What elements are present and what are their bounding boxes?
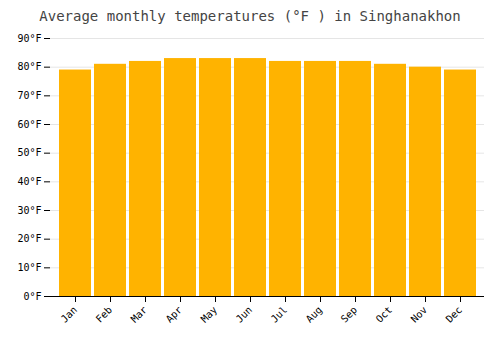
svg-text:May: May xyxy=(199,304,220,325)
svg-text:Nov: Nov xyxy=(409,304,430,325)
svg-text:Aug: Aug xyxy=(304,304,325,325)
svg-text:80°F: 80°F xyxy=(17,61,41,72)
svg-text:30°F: 30°F xyxy=(17,205,41,216)
svg-text:Dec: Dec xyxy=(444,304,465,325)
html-text:Average monthly temperatures (: Average monthly temperatures (°F ) in Si… xyxy=(39,8,461,24)
svg-text:Oct: Oct xyxy=(374,304,395,325)
svg-text:10°F: 10°F xyxy=(17,262,41,273)
svg-text:Jun: Jun xyxy=(234,304,255,325)
svg-text:Jan: Jan xyxy=(59,304,80,325)
svg-text:60°F: 60°F xyxy=(17,119,41,130)
svg-text:90°F: 90°F xyxy=(17,33,41,44)
svg-text:50°F: 50°F xyxy=(17,147,41,158)
svg-text:Jul: Jul xyxy=(269,304,290,325)
svg-text:70°F: 70°F xyxy=(17,90,41,101)
svg-text:Sep: Sep xyxy=(339,304,360,325)
svg-text:0°F: 0°F xyxy=(23,291,41,302)
svg-text:40°F: 40°F xyxy=(17,176,41,187)
svg-text:Feb: Feb xyxy=(94,304,115,325)
svg-text:20°F: 20°F xyxy=(17,233,41,244)
svg-text:Mar: Mar xyxy=(129,304,150,325)
svg-text:Apr: Apr xyxy=(164,304,185,325)
